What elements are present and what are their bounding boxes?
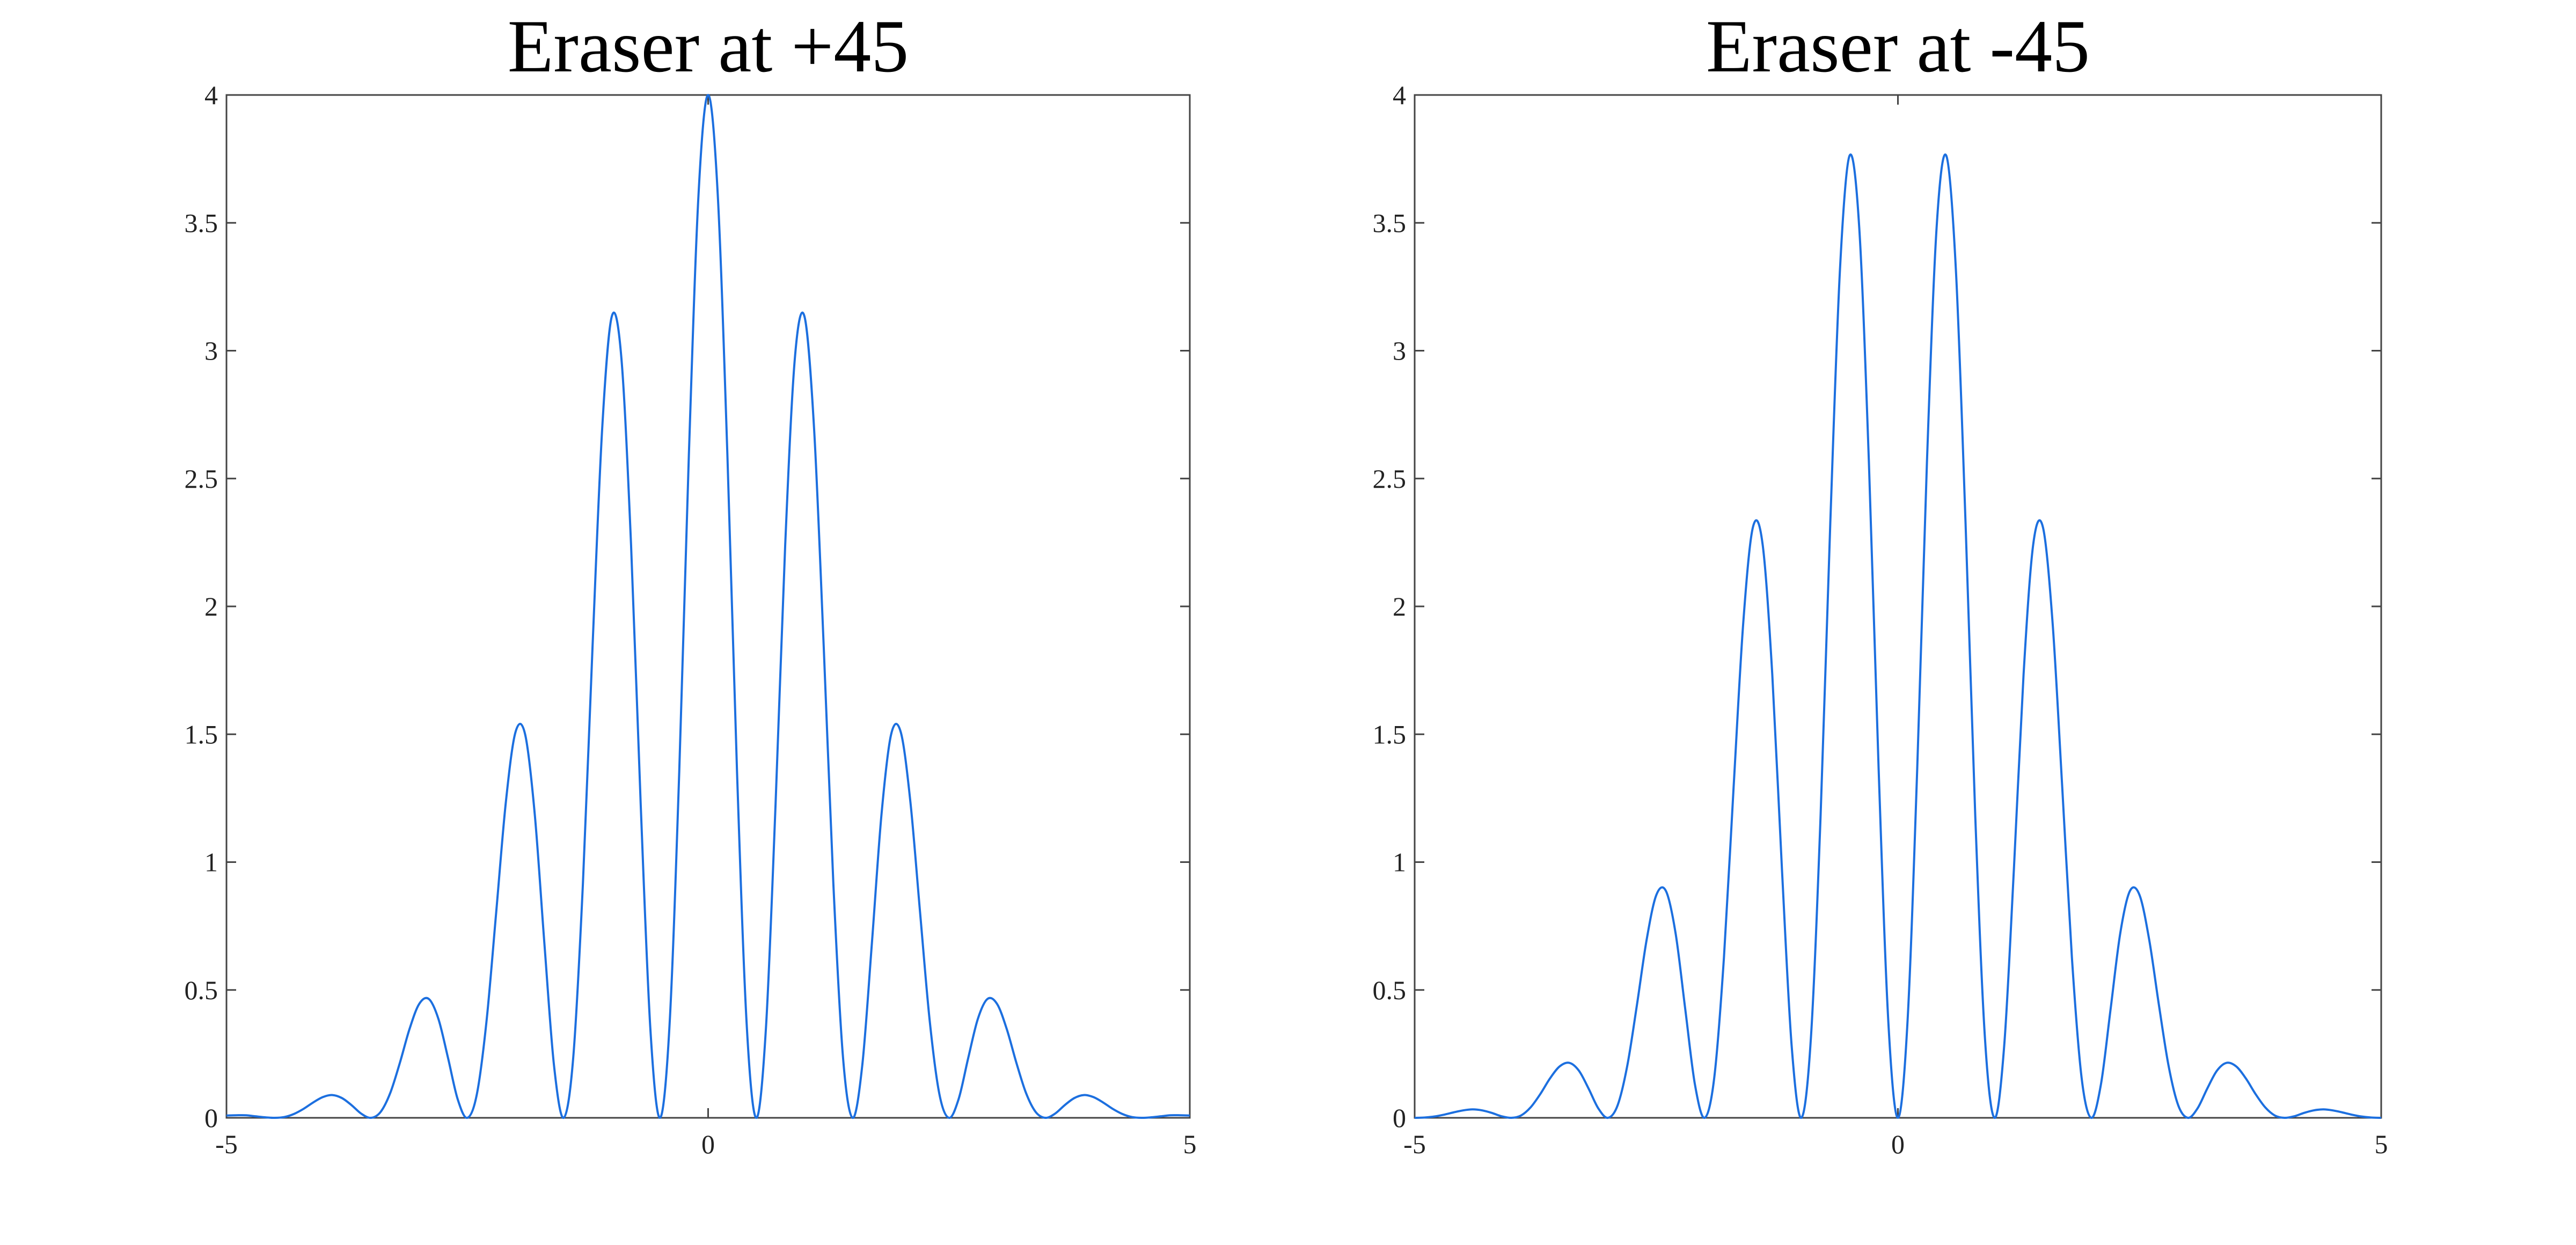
y-tick-label: 3 — [1393, 336, 1406, 366]
y-tick-label: 2.5 — [1373, 464, 1407, 494]
y-tick-label: 3 — [204, 336, 218, 366]
y-tick-label: 2 — [1393, 591, 1406, 621]
chart-title: Eraser at -45 — [1706, 5, 2090, 88]
y-tick-label: 1 — [1393, 847, 1406, 877]
y-tick-label: 2.5 — [185, 464, 218, 494]
x-tick-label: 0 — [701, 1129, 715, 1159]
y-tick-label: 1.5 — [185, 719, 218, 749]
axes-frame — [225, 94, 1191, 1119]
data-line — [1414, 153, 2382, 1119]
y-tick-label: 4 — [204, 80, 218, 110]
y-tick-label: 3.5 — [185, 208, 218, 238]
x-tick-label: -5 — [1403, 1129, 1426, 1159]
chart-title: Eraser at +45 — [508, 5, 909, 88]
y-tick-label: 0 — [1393, 1103, 1406, 1133]
y-tick-label: 1.5 — [1373, 719, 1407, 749]
x-tick-label: 0 — [1891, 1129, 1905, 1159]
y-tick-label: 0 — [204, 1103, 218, 1133]
y-tick-label: 0.5 — [185, 975, 218, 1005]
y-tick-label: 3.5 — [1373, 208, 1407, 238]
y-tick-label: 4 — [1393, 80, 1406, 110]
x-tick-label: -5 — [215, 1129, 238, 1159]
x-tick-label: 5 — [2375, 1129, 2388, 1159]
y-tick-label: 2 — [204, 591, 218, 621]
x-tick-label: 5 — [1183, 1129, 1197, 1159]
y-tick-label: 1 — [204, 847, 218, 877]
axes-frame — [1414, 94, 2382, 1119]
y-tick-label: 0.5 — [1373, 975, 1407, 1005]
data-line — [226, 94, 1190, 1119]
